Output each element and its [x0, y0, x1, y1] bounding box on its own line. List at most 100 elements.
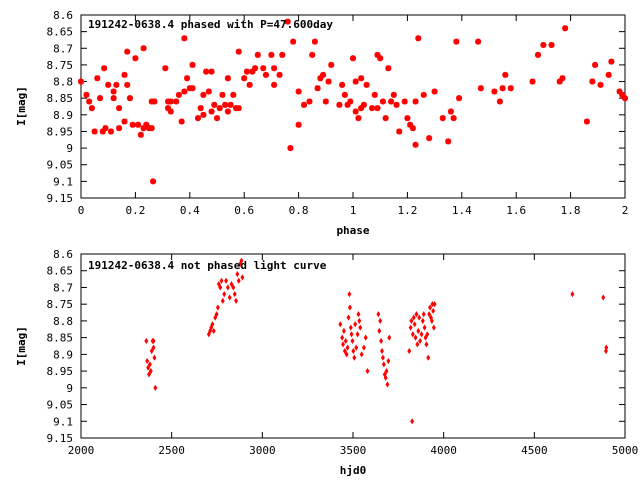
phased-data-point — [491, 88, 498, 95]
unphased-x-ticks: 2000 2500 3000 3500 4000 4500 5000 — [68, 254, 638, 457]
phased-data-point — [189, 61, 196, 68]
phased-data-point — [382, 115, 389, 122]
phased-data-point — [165, 105, 172, 112]
unphased-data-point — [415, 341, 420, 348]
phased-y-tick-label: 8.65 — [47, 26, 74, 39]
unphased-data-point — [363, 334, 368, 341]
phased-data-point — [194, 115, 201, 122]
unphased-y-tick-label: 8.85 — [47, 332, 74, 345]
phased-data-point — [339, 81, 346, 88]
unphased-data-point — [341, 341, 345, 348]
unphased-y-tick-label: 9 — [66, 382, 73, 395]
unphased-data-point — [419, 331, 424, 338]
unphased-data-point — [216, 281, 221, 288]
phased-data-point — [243, 68, 250, 75]
phased-data-point — [208, 68, 215, 75]
phased-data-point — [184, 75, 191, 82]
phased-data-point — [355, 115, 362, 122]
phased-data-point — [235, 105, 242, 112]
unphased-data-point — [384, 368, 389, 375]
unphased-data-point — [218, 284, 223, 291]
unphased-data-point — [414, 311, 419, 318]
phased-data-point — [341, 91, 348, 98]
phased-data-point — [224, 108, 231, 115]
phased-data-point — [496, 98, 503, 105]
phased-y-tick-label: 8.8 — [53, 76, 73, 89]
phased-data-point — [230, 91, 237, 98]
unphased-data-point — [147, 371, 151, 378]
unphased-data-point — [152, 354, 157, 361]
phased-data-point — [311, 38, 318, 45]
unphased-data-point — [432, 301, 437, 308]
phased-data-point — [268, 51, 275, 58]
phased-data-point — [287, 145, 294, 152]
phased-data-point — [276, 71, 283, 78]
unphased-x-axis-label: hjd0 — [340, 464, 367, 477]
phased-y-axis-label: I[mag] — [15, 86, 28, 126]
phased-data-point — [116, 125, 123, 132]
phased-data-point — [175, 91, 182, 98]
unphased-data-point — [365, 368, 370, 375]
unphased-data-point — [423, 334, 428, 341]
unphased-data-point — [416, 327, 421, 335]
unphased-data-point — [604, 344, 609, 351]
unphased-data-point — [424, 341, 429, 348]
phased-data-point — [143, 121, 150, 128]
phased-data-point — [189, 85, 196, 92]
unphased-data-point — [346, 314, 351, 321]
phased-data-point — [396, 128, 403, 135]
unphased-y-tick-label: 8.65 — [47, 265, 74, 278]
unphased-data-point — [148, 368, 153, 375]
phased-data-point — [252, 65, 259, 72]
phased-data-point — [439, 115, 446, 122]
phased-data-point — [592, 61, 599, 68]
phased-data-point — [83, 91, 90, 98]
phased-x-tick-label: 0 — [78, 204, 85, 217]
phased-data-point — [148, 125, 155, 132]
phased-data-point — [290, 38, 297, 45]
phased-data-point — [132, 55, 139, 62]
phased-data-point — [167, 98, 174, 105]
unphased-data-point — [357, 317, 362, 324]
phased-data-point — [148, 98, 155, 105]
phased-data-point — [456, 95, 463, 102]
unphased-data-point — [604, 347, 608, 355]
unphased-data-point — [429, 317, 434, 324]
unphased-x-tick-label: 3500 — [340, 444, 367, 457]
phased-points — [78, 18, 628, 185]
phased-data-point — [203, 68, 210, 75]
phased-data-point — [477, 85, 484, 92]
unphased-data-point — [427, 311, 432, 318]
phased-y-tick-label: 9.05 — [47, 159, 74, 172]
phased-data-point — [102, 125, 109, 132]
phased-data-point — [322, 98, 329, 105]
phased-data-point — [140, 125, 147, 132]
phased-data-point — [412, 98, 419, 105]
unphased-y-tick-label: 8.95 — [47, 365, 74, 378]
unphased-data-point — [147, 361, 152, 368]
unphased-data-point — [338, 321, 343, 328]
phased-data-point — [374, 105, 381, 112]
phased-data-point — [162, 65, 169, 72]
unphased-y-tick-label: 9.05 — [47, 399, 74, 412]
unphased-data-point — [232, 291, 237, 298]
phased-data-point — [385, 65, 392, 72]
unphased-data-point — [417, 314, 422, 321]
unphased-data-point — [351, 347, 356, 355]
phased-data-point — [113, 81, 120, 88]
phased-data-point — [445, 138, 452, 145]
unphased-y-tick-label: 9.1 — [53, 415, 73, 428]
unphased-y-axis-label: I[mag] — [15, 326, 28, 366]
phased-data-point — [121, 71, 128, 78]
phased-data-point — [224, 75, 231, 82]
unphased-data-point — [347, 304, 352, 311]
phased-data-point — [309, 51, 316, 58]
phased-data-point — [246, 81, 253, 88]
unphased-data-point — [222, 291, 227, 298]
unphased-data-point — [386, 357, 391, 365]
phased-data-point — [390, 91, 397, 98]
unphased-data-point — [340, 334, 345, 341]
phased-data-point — [105, 81, 112, 88]
phased-data-point — [211, 101, 218, 108]
unphased-data-point — [229, 281, 234, 288]
